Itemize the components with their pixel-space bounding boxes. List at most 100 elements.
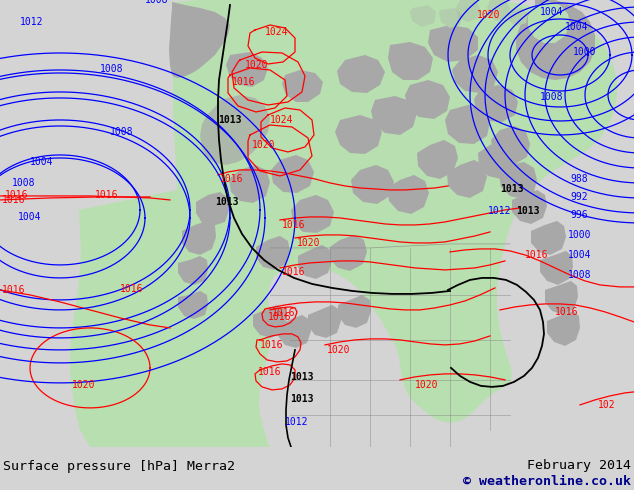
Polygon shape	[200, 95, 270, 165]
Polygon shape	[487, 0, 510, 21]
Text: 1004: 1004	[568, 250, 592, 260]
Polygon shape	[545, 281, 578, 315]
Polygon shape	[439, 8, 462, 28]
Polygon shape	[499, 162, 537, 199]
Polygon shape	[70, 0, 617, 447]
Text: 1000: 1000	[573, 47, 597, 57]
Text: 1016: 1016	[258, 367, 281, 377]
Polygon shape	[308, 305, 341, 338]
Text: 1020: 1020	[415, 380, 439, 390]
Polygon shape	[169, 2, 230, 78]
Text: Surface pressure [hPa] Merra2: Surface pressure [hPa] Merra2	[3, 460, 235, 473]
Text: 1004: 1004	[540, 7, 564, 17]
Polygon shape	[405, 80, 450, 119]
Text: 1008: 1008	[100, 64, 124, 74]
Polygon shape	[335, 115, 382, 154]
Text: 1016: 1016	[525, 250, 548, 260]
Text: 1012: 1012	[285, 417, 309, 427]
Polygon shape	[508, 8, 528, 26]
Polygon shape	[282, 70, 323, 102]
Text: 1024: 1024	[270, 115, 294, 125]
Polygon shape	[253, 305, 286, 338]
Text: 1020: 1020	[477, 10, 500, 20]
Polygon shape	[330, 235, 367, 271]
Polygon shape	[456, 0, 480, 22]
Polygon shape	[388, 175, 429, 214]
Text: 1016: 1016	[95, 190, 119, 200]
Text: 1012: 1012	[20, 17, 44, 27]
Text: 1008: 1008	[145, 0, 169, 5]
Polygon shape	[178, 291, 208, 319]
Polygon shape	[298, 245, 332, 279]
Text: 1013: 1013	[290, 372, 313, 382]
Polygon shape	[271, 155, 314, 193]
Text: 1016: 1016	[555, 307, 578, 317]
Polygon shape	[452, 55, 498, 93]
Text: 1004: 1004	[30, 157, 53, 167]
Polygon shape	[182, 221, 216, 255]
Text: 1024: 1024	[265, 27, 288, 37]
Polygon shape	[388, 42, 433, 80]
Text: 1016: 1016	[268, 312, 292, 322]
Text: 1016: 1016	[220, 174, 243, 184]
Text: 1020: 1020	[297, 238, 321, 248]
Text: 1008: 1008	[12, 178, 36, 188]
Polygon shape	[508, 8, 528, 26]
Text: 1012: 1012	[488, 206, 512, 216]
Polygon shape	[540, 251, 573, 285]
Text: 1013: 1013	[218, 115, 242, 125]
Polygon shape	[291, 195, 334, 233]
Text: 1020: 1020	[72, 380, 96, 390]
Polygon shape	[474, 85, 518, 122]
Polygon shape	[428, 25, 478, 62]
Text: 1008: 1008	[110, 127, 134, 137]
Text: 1016: 1016	[260, 340, 283, 350]
Text: 1016: 1016	[282, 267, 306, 277]
Text: 1008: 1008	[540, 92, 564, 102]
Text: 1004: 1004	[18, 212, 41, 222]
Polygon shape	[256, 236, 290, 270]
Polygon shape	[410, 5, 436, 27]
Text: 996: 996	[570, 210, 588, 220]
Text: 1020: 1020	[252, 140, 276, 150]
Polygon shape	[410, 5, 436, 27]
Polygon shape	[528, 2, 570, 43]
Text: 1020: 1020	[245, 60, 269, 70]
Text: 992: 992	[570, 192, 588, 202]
Polygon shape	[547, 311, 580, 346]
Text: 1016: 1016	[282, 220, 306, 230]
Text: 1000: 1000	[568, 230, 592, 240]
Text: 1013: 1013	[290, 394, 313, 404]
Polygon shape	[178, 256, 208, 285]
Polygon shape	[456, 0, 480, 22]
Text: 1016: 1016	[2, 285, 25, 295]
Text: © weatheronline.co.uk: © weatheronline.co.uk	[463, 475, 631, 488]
Text: 1016: 1016	[232, 77, 256, 87]
Polygon shape	[338, 295, 371, 328]
Polygon shape	[478, 140, 518, 179]
Text: February 2014: February 2014	[527, 459, 631, 472]
Text: 988: 988	[570, 174, 588, 184]
Text: 1016: 1016	[5, 190, 29, 200]
Text: 1016: 1016	[120, 284, 143, 294]
Text: 1016: 1016	[272, 308, 295, 318]
Polygon shape	[371, 96, 417, 135]
Text: 1016: 1016	[2, 195, 25, 205]
Polygon shape	[351, 165, 394, 204]
Polygon shape	[531, 221, 566, 255]
Polygon shape	[439, 8, 462, 28]
Text: 1013: 1013	[516, 206, 540, 216]
Polygon shape	[445, 105, 490, 144]
Text: 1004: 1004	[565, 22, 588, 32]
Polygon shape	[229, 165, 270, 203]
Text: 1013: 1013	[500, 184, 524, 194]
Polygon shape	[226, 52, 268, 87]
Polygon shape	[417, 140, 458, 179]
Polygon shape	[278, 315, 311, 348]
Text: 1020: 1020	[327, 345, 351, 355]
Text: 102: 102	[598, 400, 616, 410]
Text: 1008: 1008	[568, 270, 592, 280]
Polygon shape	[512, 190, 547, 224]
Polygon shape	[337, 55, 385, 93]
Polygon shape	[516, 0, 595, 80]
